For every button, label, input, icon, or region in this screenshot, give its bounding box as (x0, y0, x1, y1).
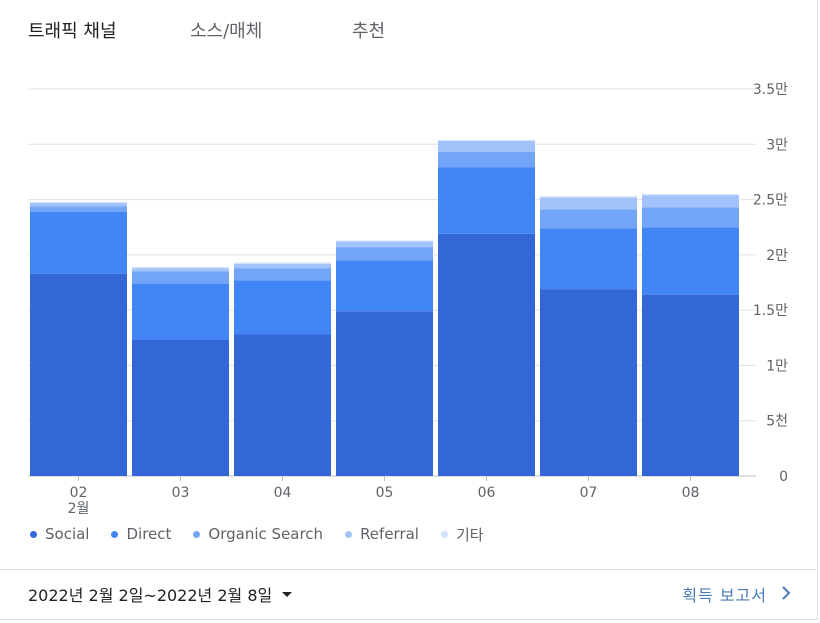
x-tick-label: 07 (580, 485, 598, 501)
bar-segment-social (132, 339, 229, 476)
bar-segment-social (30, 273, 127, 476)
acquisition-report-link[interactable]: 획득 보고서 (682, 582, 791, 606)
legend-item-social[interactable]: Social (30, 525, 89, 543)
bar-segment-direct (30, 211, 127, 274)
bar-segment-organic-search (438, 152, 535, 168)
date-range-selector[interactable]: 2022년 2월 2일~2022년 2월 8일 (28, 582, 293, 606)
bar-segment-direct (438, 167, 535, 234)
x-tick-sublabel: 2월 (68, 501, 90, 517)
bar-segment-direct (234, 280, 331, 335)
legend-item-other[interactable]: 기타 (440, 524, 484, 545)
legend-label-direct: Direct (126, 525, 172, 543)
legend-item-organic-search[interactable]: Organic Search (193, 525, 323, 543)
bar-segment-referral (438, 140, 535, 153)
bar-segment-organic-search (336, 247, 433, 261)
y-tick-label: 2.5만 (753, 193, 788, 209)
bar-segment-기타 (30, 201, 127, 203)
date-range-label: 2022년 2월 2일~2022년 2월 8일 (28, 586, 273, 605)
legend-item-referral[interactable]: Referral (345, 525, 419, 543)
legend-label-referral: Referral (360, 525, 419, 543)
bar-segment-direct (132, 283, 229, 340)
legend-dot-organic-search (193, 530, 201, 538)
bar-segment-direct (336, 260, 433, 312)
legend-dot-direct (111, 530, 119, 538)
bar-segment-direct (540, 228, 637, 290)
y-tick-label: 0 (779, 469, 788, 485)
bar-segment-organic-search (234, 268, 331, 281)
tab-source-medium[interactable]: 소스/매체 (190, 21, 263, 42)
bar-segment-referral (30, 202, 127, 207)
bar-segment-기타 (234, 262, 331, 264)
bar-segment-social (234, 334, 331, 476)
bar-segment-social (438, 233, 535, 476)
legend-label-social: Social (45, 525, 90, 543)
y-tick-label: 1만 (766, 358, 788, 374)
bar-segment-social (540, 289, 637, 476)
x-tick-label: 04 (274, 485, 292, 501)
bar-segment-referral (642, 195, 739, 208)
y-tick-label: 1.5만 (753, 303, 788, 319)
chart-legend: Social Direct Organic Search Referral 기타 (30, 524, 506, 544)
bar-segment-organic-search (132, 271, 229, 284)
bar-segment-기타 (132, 267, 229, 269)
bar-segment-organic-search (540, 209, 637, 229)
y-tick-label: 3만 (766, 137, 788, 153)
bar-segment-referral (540, 197, 637, 210)
y-tick-label: 2만 (766, 248, 788, 264)
legend-dot-referral (345, 530, 353, 538)
x-tick-label: 05 (376, 485, 394, 501)
y-tick-label: 5천 (766, 414, 788, 430)
chevron-right-icon (781, 585, 791, 604)
legend-label-other: 기타 (455, 525, 484, 544)
tab-bar: 트래픽 채널 소스/매체 추천 (0, 0, 800, 60)
bar-segment-기타 (642, 194, 739, 196)
footer-divider (0, 569, 818, 570)
tab-referral[interactable]: 추천 (352, 21, 386, 42)
x-tick-label: 06 (478, 485, 496, 501)
x-tick-label: 08 (682, 485, 700, 501)
tab-traffic-channel[interactable]: 트래픽 채널 (28, 21, 117, 42)
bar-segment-direct (642, 227, 739, 295)
bar-segment-organic-search (642, 207, 739, 228)
x-tick-label: 02 (70, 485, 88, 501)
x-tick-label: 03 (172, 485, 190, 501)
legend-dot-other (440, 530, 448, 538)
bar-segment-organic-search (30, 206, 127, 212)
bar-segment-social (642, 294, 739, 476)
bar-segment-기타 (540, 196, 637, 198)
bar-segment-referral (234, 263, 331, 269)
bar-segment-기타 (438, 139, 535, 141)
report-link-label: 획득 보고서 (682, 586, 767, 605)
legend-dot-social (30, 530, 37, 538)
bar-segment-referral (336, 241, 433, 248)
bar-segment-social (336, 311, 433, 476)
legend-label-organic-search: Organic Search (208, 525, 324, 543)
bar-segment-기타 (336, 240, 433, 242)
legend-item-direct[interactable]: Direct (111, 525, 171, 543)
bar-segment-referral (132, 268, 229, 272)
y-tick-label: 3.5만 (753, 82, 788, 98)
caret-down-icon (282, 591, 293, 597)
